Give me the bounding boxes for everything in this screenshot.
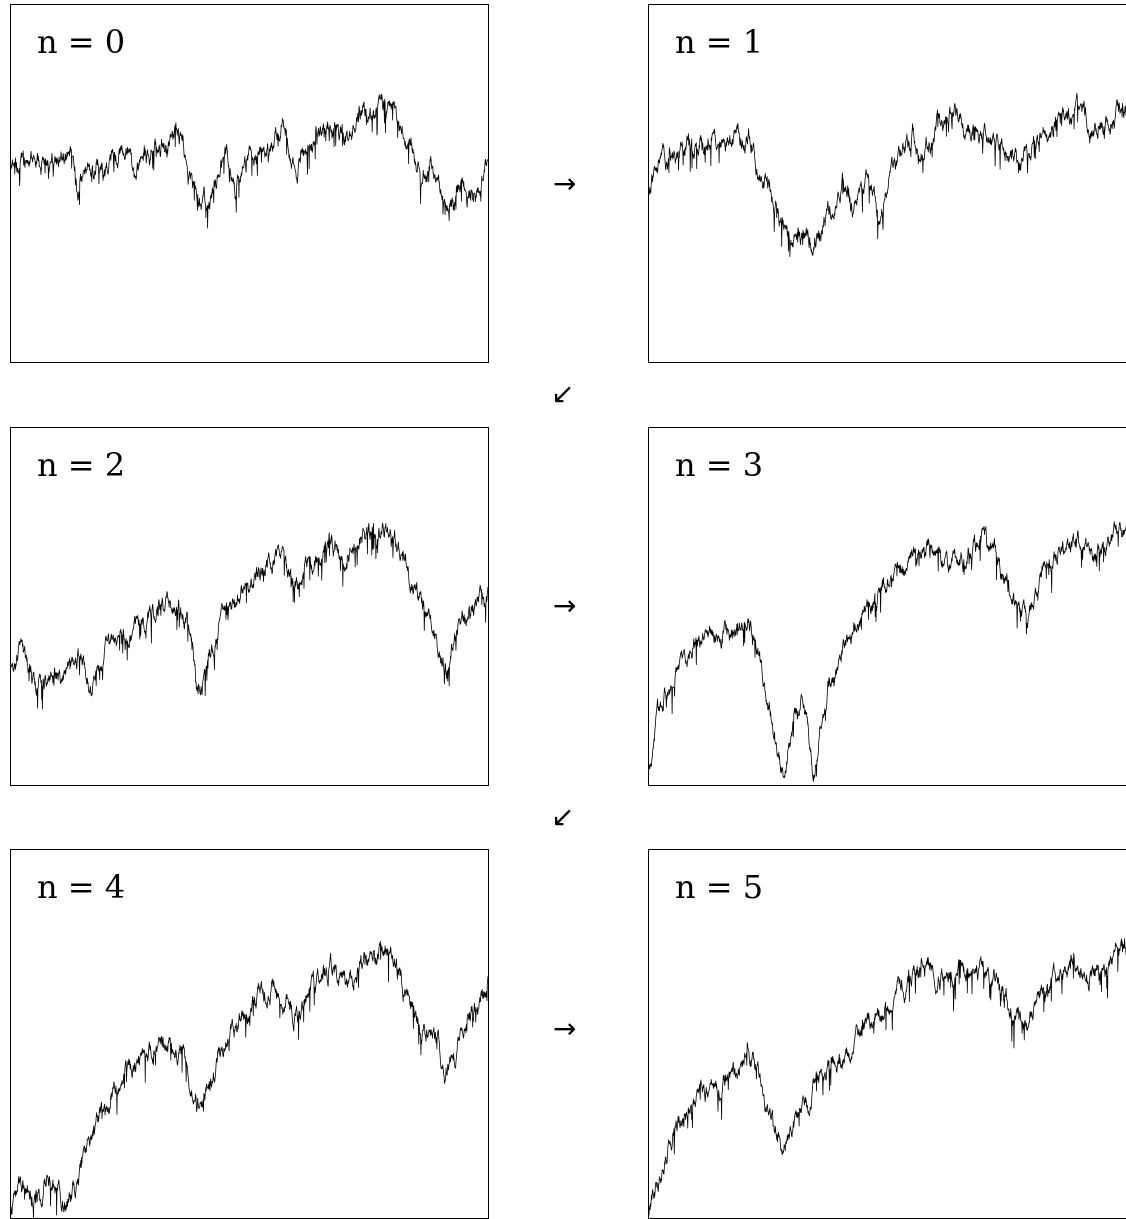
panel-label-n1: n = 1: [675, 23, 764, 61]
series-plot-n1: [649, 92, 1126, 257]
chart-panel-n5: n = 5: [648, 849, 1126, 1219]
series-plot-n5: [649, 938, 1126, 1216]
panel-label-n2: n = 2: [37, 446, 126, 484]
chart-panel-n3: n = 3: [648, 427, 1126, 786]
series-line: [11, 940, 488, 1218]
series-plot-n3: [649, 521, 1126, 782]
series-plot-n2: [11, 522, 488, 710]
panel-label-n3: n = 3: [675, 446, 764, 484]
chart-panel-n0: n = 0: [10, 4, 489, 363]
chart-panel-n4: n = 4: [10, 849, 489, 1219]
arrow-down-left-2: ↙: [551, 800, 575, 833]
arrow-right-2: →: [553, 589, 577, 622]
panel-label-n5: n = 5: [675, 868, 764, 906]
arrow-down-left-1: ↙: [551, 377, 575, 410]
series-line: [11, 94, 488, 229]
panel-label-n4: n = 4: [37, 868, 126, 906]
series-plot-n4: [11, 940, 488, 1218]
arrow-right-1: →: [553, 167, 577, 200]
series-line: [649, 938, 1126, 1216]
panel-label-n0: n = 0: [37, 23, 126, 61]
series-line: [649, 521, 1126, 782]
arrow-right-3: →: [553, 1012, 577, 1045]
chart-panel-n1: n = 1: [648, 4, 1126, 363]
series-plot-n0: [11, 94, 488, 229]
series-line: [11, 522, 488, 710]
chart-panel-n2: n = 2: [10, 427, 489, 786]
series-line: [649, 92, 1126, 257]
